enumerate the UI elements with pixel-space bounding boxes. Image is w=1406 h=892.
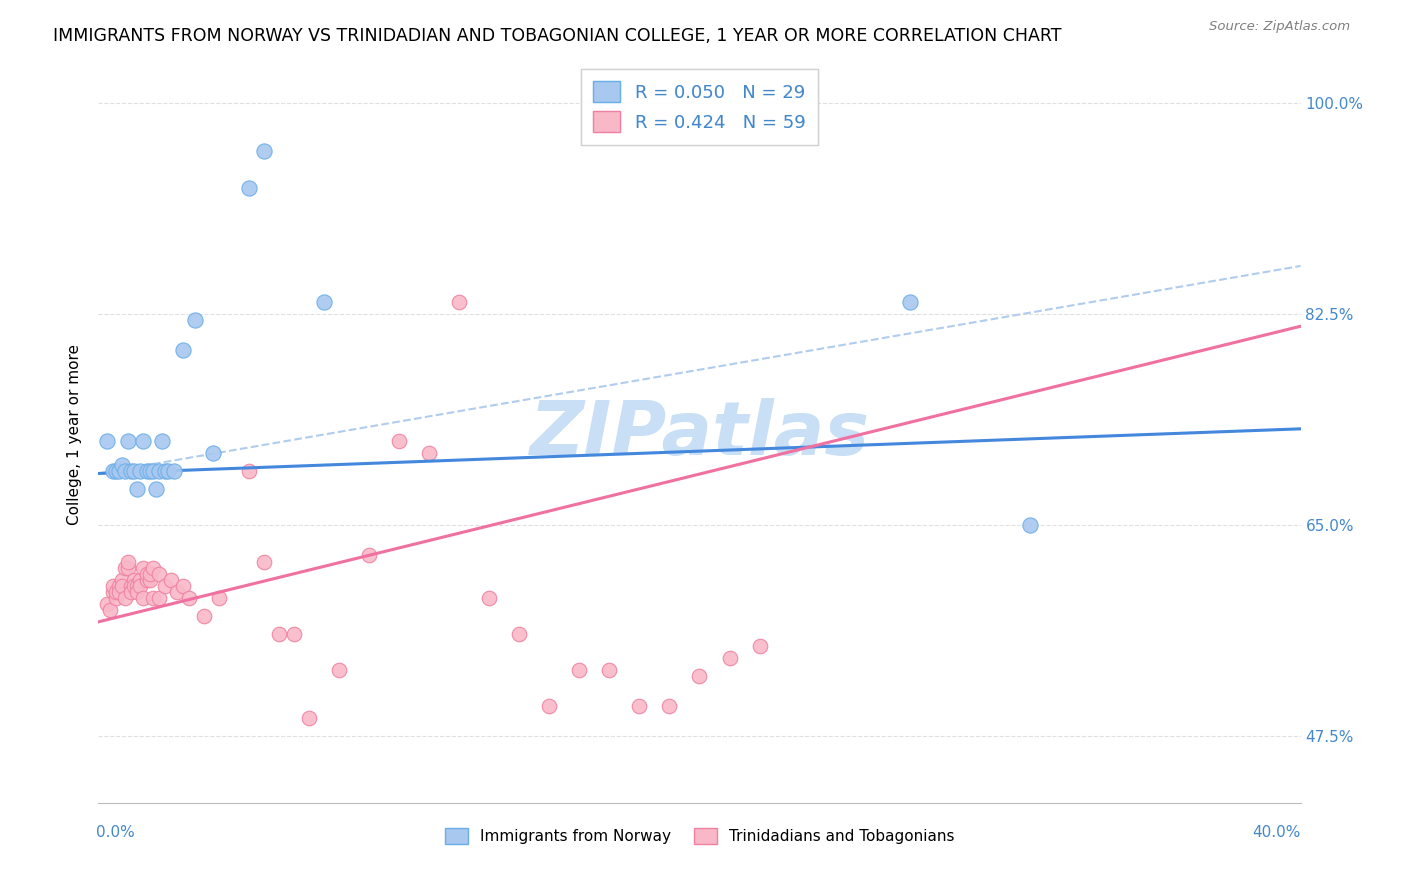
Point [111,573,134,587]
Point [267,627,290,641]
Point [117,555,139,569]
Point [508,627,530,641]
Point [103,584,125,599]
Point [658,699,681,714]
Text: 40.0%: 40.0% [1253,825,1301,839]
Point [193,608,215,623]
Point [114,464,136,478]
Point [898,295,921,310]
Point [478,591,501,605]
Point [388,434,411,448]
Point [238,180,260,194]
Point [96,434,118,448]
Point [447,295,470,310]
Point [328,663,350,677]
Point [121,584,143,599]
Point [141,560,163,574]
Point [177,591,200,605]
Point [135,566,157,581]
Point [129,573,152,587]
Point [688,669,710,683]
Text: ZIPatlas: ZIPatlas [530,399,869,471]
Point [312,295,335,310]
Point [748,639,770,653]
Point [718,651,741,665]
Point [129,579,152,593]
Point [568,663,591,677]
Point [208,591,231,605]
Point [153,464,176,478]
Point [132,560,155,574]
Text: IMMIGRANTS FROM NORWAY VS TRINIDADIAN AND TOBAGONIAN COLLEGE, 1 YEAR OR MORE COR: IMMIGRANTS FROM NORWAY VS TRINIDADIAN AN… [53,27,1062,45]
Point [138,464,160,478]
Point [105,591,128,605]
Point [100,603,122,617]
Point [138,573,160,587]
Point [159,573,181,587]
Point [105,464,128,478]
Point [253,555,276,569]
Text: 0.0%: 0.0% [96,825,135,839]
Point [148,591,170,605]
Legend: R = 0.050   N = 29, R = 0.424   N = 59: R = 0.050 N = 29, R = 0.424 N = 59 [581,69,818,145]
Point [129,464,152,478]
Point [135,573,157,587]
Point [148,464,170,478]
Point [357,549,380,563]
Point [166,584,188,599]
Point [183,313,205,327]
Point [1019,518,1042,533]
Point [162,464,184,478]
Point [598,663,620,677]
Point [108,579,131,593]
Point [628,699,651,714]
Point [117,434,139,448]
Point [148,566,170,581]
Point [201,446,224,460]
Point [108,584,131,599]
Point [121,579,143,593]
Y-axis label: College, 1 year or more: College, 1 year or more [67,344,83,525]
Point [172,343,194,358]
Point [283,627,305,641]
Point [153,579,176,593]
Point [103,579,125,593]
Point [253,145,276,159]
Point [138,566,160,581]
Point [111,579,134,593]
Point [124,573,146,587]
Point [141,591,163,605]
Point [141,464,163,478]
Text: Source: ZipAtlas.com: Source: ZipAtlas.com [1209,20,1350,33]
Point [150,434,173,448]
Point [127,482,149,496]
Point [121,464,143,478]
Point [132,434,155,448]
Point [124,464,146,478]
Point [96,597,118,611]
Point [114,591,136,605]
Point [538,699,561,714]
Point [132,591,155,605]
Point [103,464,125,478]
Point [108,464,131,478]
Point [172,579,194,593]
Point [117,560,139,574]
Point [127,584,149,599]
Point [298,711,321,725]
Point [124,579,146,593]
Point [156,464,179,478]
Point [135,464,157,478]
Point [238,464,260,478]
Point [127,579,149,593]
Point [114,560,136,574]
Point [105,584,128,599]
Point [111,458,134,472]
Point [145,482,167,496]
Point [418,446,440,460]
